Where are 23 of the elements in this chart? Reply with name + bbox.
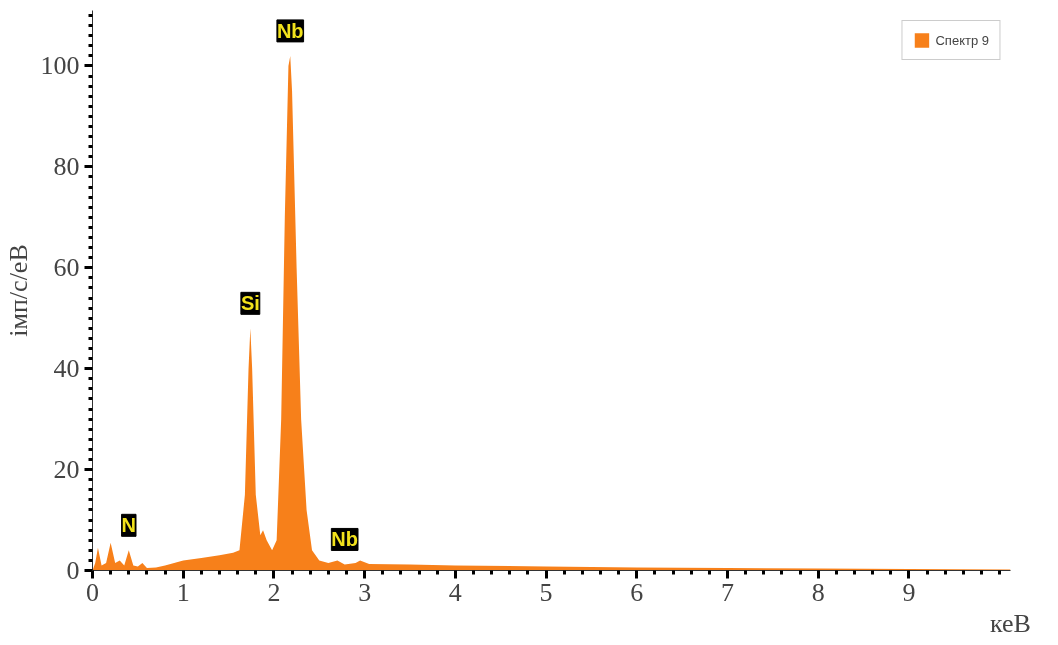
x-tick-label: 8 — [811, 577, 825, 607]
x-tick-label: 6 — [630, 577, 644, 607]
x-tick-label: 9 — [902, 577, 916, 607]
y-tick-label: 0 — [66, 556, 80, 585]
y-tick-label: 80 — [53, 152, 80, 182]
legend-label: Спектр 9 — [935, 32, 989, 48]
y-tick-label: 60 — [53, 253, 80, 283]
y-axis-title: імп/с/еВ — [3, 244, 33, 337]
x-tick-label: 1 — [176, 577, 190, 607]
x-tick-label: 4 — [448, 577, 462, 607]
y-tick-label: 40 — [53, 354, 80, 384]
annotation: Si — [240, 292, 260, 315]
x-axis-title: кеВ — [990, 608, 1031, 638]
x-tick-label: 5 — [539, 577, 553, 607]
annotation: Nb — [331, 528, 359, 551]
x-tick-label: 2 — [267, 577, 281, 607]
annotation: N — [121, 514, 137, 537]
x-tick-label: 3 — [358, 577, 372, 607]
x-tick-label: 7 — [720, 577, 734, 607]
x-tick-label: 0 — [86, 577, 99, 607]
y-tick-label: 100 — [40, 51, 80, 81]
y-tick-label: 20 — [53, 455, 80, 485]
annotation: Nb — [276, 19, 304, 42]
